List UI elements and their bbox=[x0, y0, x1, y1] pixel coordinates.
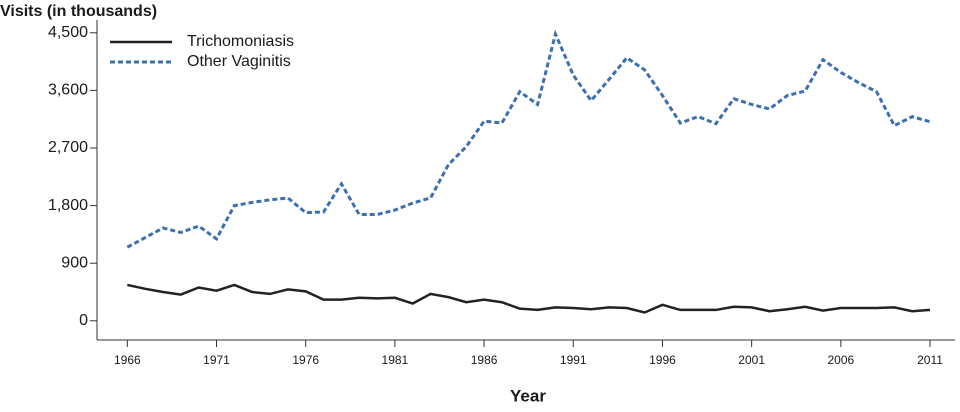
y-axis-title: Visits (in thousands) bbox=[0, 3, 157, 20]
y-tick-label: 0 bbox=[79, 312, 88, 329]
x-tick-label: 2001 bbox=[738, 353, 765, 367]
legend-label: Trichomoniasis bbox=[187, 33, 294, 50]
x-tick-label: 2011 bbox=[917, 353, 943, 367]
y-tick-label: 4,500 bbox=[48, 24, 88, 41]
x-tick-label: 1996 bbox=[649, 353, 676, 367]
y-tick-label: 3,600 bbox=[48, 82, 88, 99]
y-tick-label: 1,800 bbox=[48, 197, 88, 214]
x-axis-title: Year bbox=[510, 386, 546, 405]
x-tick-label: 1991 bbox=[560, 353, 587, 367]
x-tick-label: 1986 bbox=[471, 353, 498, 367]
series-line bbox=[126, 29, 931, 249]
x-tick-label: 2006 bbox=[827, 353, 854, 367]
series-line bbox=[127, 283, 931, 314]
x-tick-label: 1981 bbox=[382, 353, 409, 367]
y-tick-label: 2,700 bbox=[48, 139, 88, 156]
y-tick-label: 900 bbox=[61, 254, 88, 271]
legend-label: Other Vaginitis bbox=[187, 53, 291, 70]
x-tick-label: 1976 bbox=[292, 353, 319, 367]
x-tick-label: 1971 bbox=[203, 353, 230, 367]
x-tick-label: 1966 bbox=[114, 353, 141, 367]
